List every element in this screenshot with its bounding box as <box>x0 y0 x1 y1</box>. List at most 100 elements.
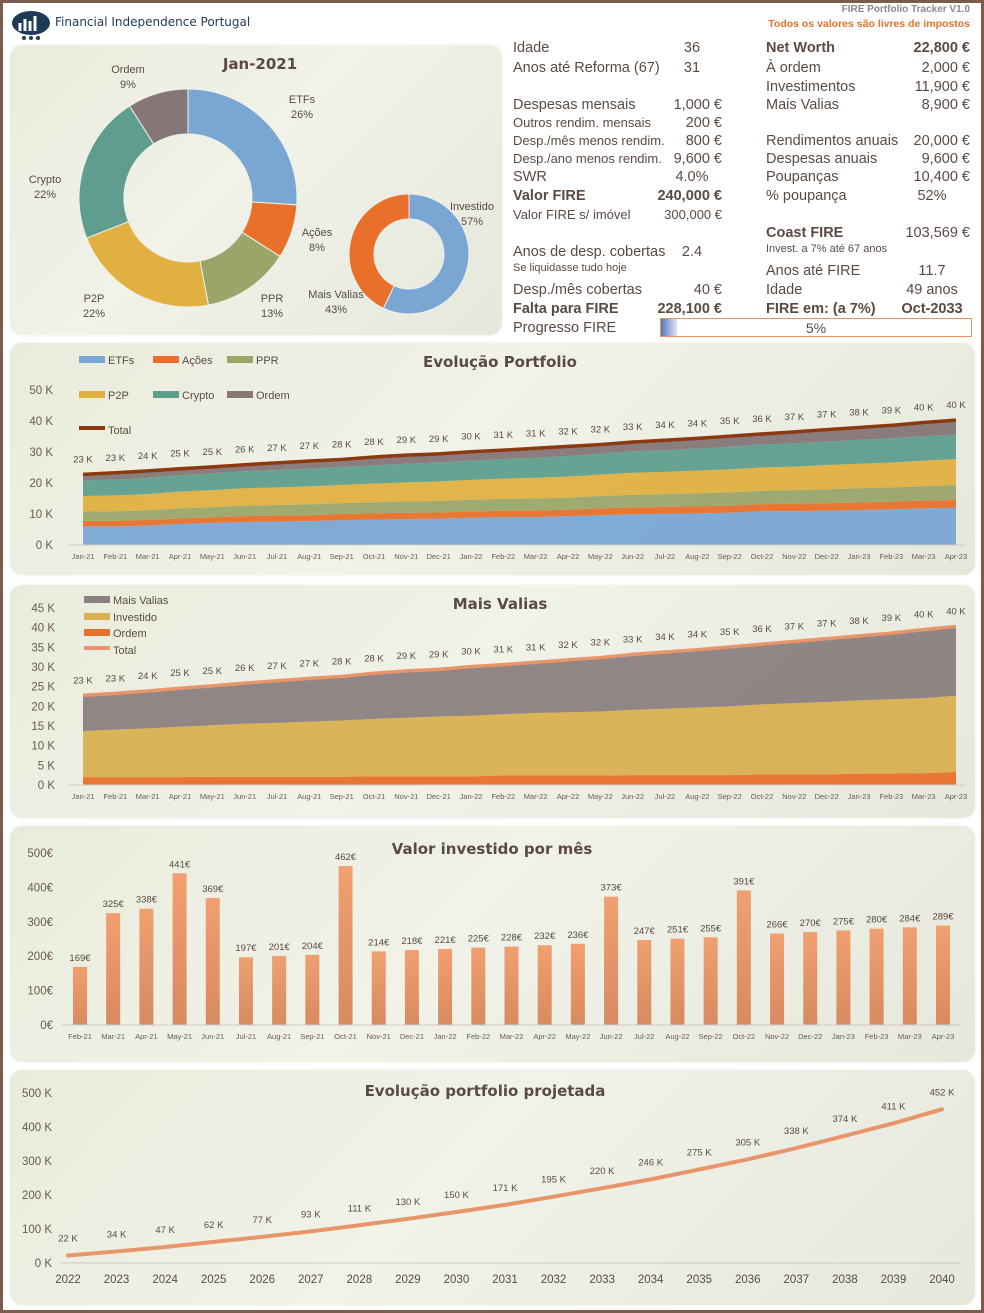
stat-label: Progresso FIRE <box>513 320 617 336</box>
x-tick-label: Apr-21 <box>135 1032 158 1041</box>
stat-value: 11.7 <box>918 263 946 279</box>
x-tick-label: 2036 <box>735 1274 761 1286</box>
total-data-label: 32 K <box>591 425 611 436</box>
bar <box>570 943 585 1025</box>
x-tick-label: Mar-23 <box>912 792 936 801</box>
legend-label: P2P <box>108 390 129 402</box>
allocation.slices-label: PPR <box>261 293 284 305</box>
y-tick-label: 200€ <box>27 951 53 963</box>
version-label: FIRE Portfolio Tracker V1.0 <box>841 4 970 15</box>
total-data-label: 32 K <box>558 640 578 651</box>
brand-name: Financial Independence Portugal <box>55 15 251 29</box>
y-tick-label: 300€ <box>27 917 53 929</box>
bar <box>936 925 950 1025</box>
x-tick-label: Apr-22 <box>533 1032 556 1041</box>
y-tick-label: 30 K <box>31 662 55 674</box>
y-tick-label: 100€ <box>27 986 53 998</box>
bar-data-label: 225€ <box>468 934 490 945</box>
x-tick-label: 2029 <box>395 1274 421 1286</box>
y-tick-label: 500 K <box>22 1088 52 1100</box>
bar-data-label: 289€ <box>932 912 954 923</box>
stat-value: 9,600 € <box>921 151 970 167</box>
stat-value: 52% <box>917 188 947 204</box>
allocation.slices-label: Ações <box>302 227 333 239</box>
total-data-label: 39 K <box>882 405 902 416</box>
bar <box>172 873 187 1025</box>
legend-swatch <box>79 391 105 398</box>
bar-data-label: 251€ <box>667 925 689 936</box>
y-tick-label: 5 K <box>38 760 56 772</box>
area-crypto <box>83 434 956 497</box>
total-data-label: 26 K <box>235 445 255 456</box>
y-tick-label: 0 K <box>38 780 56 792</box>
x-tick-label: Jul-21 <box>267 552 287 561</box>
stat-value: 2.4 <box>681 244 703 260</box>
chart-title: Valor investido por mês <box>392 840 593 858</box>
total-data-label: 34 K <box>655 632 675 643</box>
legend-label: Total <box>113 645 136 657</box>
total-data-label: 39 K <box>882 613 902 624</box>
x-tick-label: 2039 <box>881 1274 907 1286</box>
total-data-label: 26 K <box>235 663 255 674</box>
stat-label: Outros rendim. mensais <box>513 115 651 130</box>
total-data-label: 32 K <box>558 426 578 437</box>
x-tick-label: Jul-21 <box>236 1032 256 1041</box>
total-data-label: 38 K <box>849 616 869 627</box>
x-tick-label: Apr-23 <box>932 1032 955 1041</box>
stat-label: Desp./mês cobertas <box>513 282 642 298</box>
stat-label: Anos até FIRE <box>766 263 861 279</box>
bar <box>869 928 884 1025</box>
x-tick-label: Jun-21 <box>233 552 256 561</box>
x-tick-label: Apr-22 <box>557 792 580 801</box>
stat-value: 40 € <box>693 282 722 298</box>
allocation.slices-percent: 9% <box>120 79 136 91</box>
allocation.gains-percent: 43% <box>325 304 347 316</box>
x-tick-label: May-22 <box>565 1032 590 1041</box>
stat-value: 11,900 € <box>914 79 970 95</box>
bar-data-label: 275€ <box>833 916 855 927</box>
stat-label: Desp./ano menos rendim. <box>513 151 662 166</box>
y-tick-label: 0€ <box>40 1020 53 1032</box>
stat-label: Se liquidasse tudo hoje <box>513 262 627 274</box>
bar <box>205 898 220 1025</box>
point-data-label: 171 K <box>493 1183 518 1194</box>
bar <box>703 937 718 1025</box>
point-data-label: 246 K <box>638 1157 663 1168</box>
stat-value: 8,900 € <box>921 97 970 113</box>
bar-data-label: 391€ <box>733 876 755 887</box>
total-data-label: 31 K <box>494 645 514 656</box>
point-data-label: 77 K <box>252 1215 272 1226</box>
chart-title: Evolução Portfolio <box>423 353 577 371</box>
y-tick-label: 400 K <box>22 1122 52 1134</box>
legend-label: Ações <box>182 355 213 367</box>
area-mais-valias <box>83 626 956 732</box>
y-tick-label: 0 K <box>35 1258 53 1270</box>
bar <box>139 908 154 1025</box>
total-data-label: 25 K <box>203 666 223 677</box>
total-data-label: 32 K <box>591 638 611 649</box>
bar-data-label: 284€ <box>899 913 921 924</box>
chart-title: Mais Valias <box>453 595 548 613</box>
x-tick-label: May-21 <box>167 1032 192 1041</box>
stat-label: Invest. a 7% até 67 anos <box>766 243 888 255</box>
stat-value: 300,000 € <box>664 207 722 222</box>
x-tick-label: Jan-22 <box>460 552 483 561</box>
x-tick-label: Aug-21 <box>267 1032 291 1041</box>
stat-value: 200 € <box>685 115 722 131</box>
x-tick-label: Feb-23 <box>879 552 903 561</box>
x-tick-label: Jan-23 <box>832 1032 855 1041</box>
stat-value: 103,569 € <box>905 225 970 241</box>
x-tick-label: Jun-22 <box>600 1032 623 1041</box>
x-tick-label: 2024 <box>152 1274 178 1286</box>
x-tick-label: Oct-21 <box>334 1032 357 1041</box>
legend-swatch <box>84 646 110 650</box>
x-tick-label: Jan-22 <box>434 1032 457 1041</box>
point-data-label: 93 K <box>301 1209 321 1220</box>
total-data-label: 35 K <box>720 627 740 638</box>
stat-label: Falta para FIRE <box>513 301 619 317</box>
x-tick-label: 2040 <box>929 1274 955 1286</box>
x-tick-label: Nov-21 <box>394 552 418 561</box>
x-tick-label: May-22 <box>588 792 613 801</box>
total-data-label: 29 K <box>397 435 417 446</box>
bar <box>73 966 87 1025</box>
